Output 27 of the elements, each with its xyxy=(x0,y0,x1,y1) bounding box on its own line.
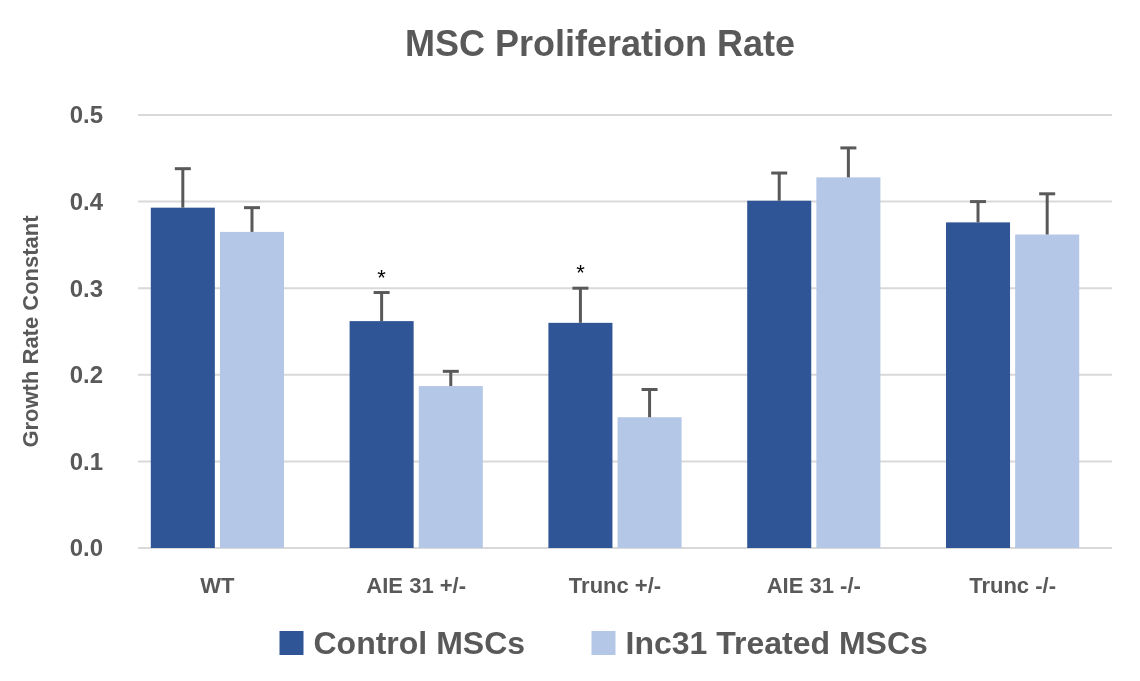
x-tick-label: Trunc +/- xyxy=(568,573,662,598)
bar xyxy=(946,222,1011,548)
chart-title: MSC Proliferation Rate xyxy=(404,23,796,64)
bar xyxy=(816,177,881,548)
y-tick-label: 0.2 xyxy=(69,361,103,389)
annotation: * xyxy=(377,264,387,290)
y-tick-label: 0.4 xyxy=(69,188,104,215)
bar xyxy=(219,231,284,548)
bar xyxy=(349,321,414,548)
y-tick-label: 0.5 xyxy=(69,101,103,129)
x-tick-label: Trunc -/- xyxy=(969,573,1056,598)
bar xyxy=(418,386,483,548)
bar xyxy=(747,200,812,548)
y-tick-label: 0.3 xyxy=(69,274,103,302)
bar xyxy=(548,322,613,548)
x-tick-label: AIE 31 -/- xyxy=(766,573,861,598)
legend-label: Inc31 Treated MSCs xyxy=(625,625,928,662)
bar xyxy=(617,417,682,548)
y-axis-title: Growth Rate Constant xyxy=(18,214,43,448)
x-tick-label: WT xyxy=(200,573,236,598)
bar xyxy=(1015,234,1080,548)
x-tick-label: AIE 31 +/- xyxy=(366,573,467,598)
annotation: * xyxy=(576,260,586,286)
y-tick-label: 0.1 xyxy=(69,447,103,475)
bar xyxy=(150,207,215,548)
y-tick-label: 0.0 xyxy=(69,534,103,562)
legend-label: Control MSCs xyxy=(313,625,526,662)
